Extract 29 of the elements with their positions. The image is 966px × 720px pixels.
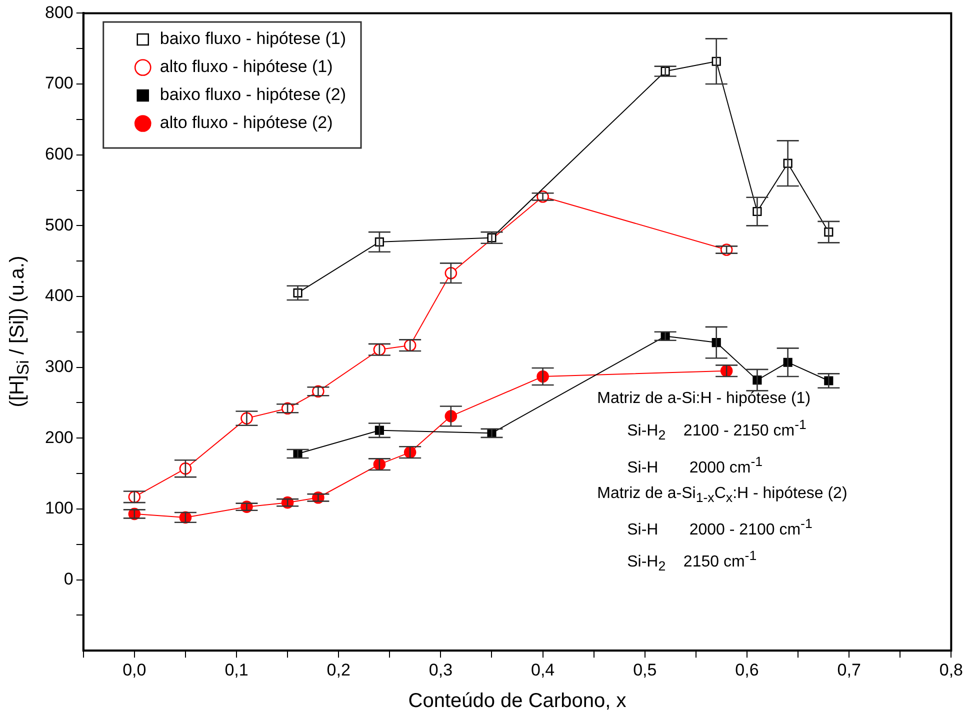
y-tick-label: 300 <box>44 357 74 376</box>
x-tick-label: 0,2 <box>326 660 350 680</box>
annotation: Matriz de a-Si:H - hipótese (1) <box>597 389 812 410</box>
y-tick-label: 200 <box>44 428 74 447</box>
x-tick-label: 0,7 <box>837 660 861 680</box>
legend-label: baixo fluxo - hipótese (1) <box>160 29 346 48</box>
x-tick-label: 0,4 <box>530 660 555 680</box>
x-tick-label: 0,1 <box>224 660 248 680</box>
annotation: Si-H 2000 cm$^{-1}$ <box>626 452 764 478</box>
legend-label: alto fluxo - hipótese (2) <box>160 113 333 132</box>
x-tick-label: 0,0 <box>122 660 146 680</box>
y-tick-label: 700 <box>44 74 74 93</box>
y-tick-label: 400 <box>44 286 74 306</box>
x-tick-label: 0,3 <box>428 660 453 680</box>
annotation: Si-H 2000 - 2100 cm$^{-1}$ <box>626 515 814 540</box>
y-tick-label: 600 <box>44 144 74 164</box>
y-tick-label: 800 <box>44 2 74 22</box>
x-tick-label: 0,5 <box>633 660 657 680</box>
legend-label: alto fluxo - hipótese (1) <box>160 57 333 76</box>
x-tick-label: 0,6 <box>735 660 759 680</box>
y-tick-label: 0 <box>64 569 74 588</box>
text: Si-H$_{2}$ 2100 - 2150 cm$^{-1}$ <box>627 417 806 443</box>
legend-label: baixo fluxo - hipótese (2) <box>160 85 346 104</box>
y-tick-label: 100 <box>44 498 74 518</box>
y-tick-label: 500 <box>44 215 74 234</box>
x-axis-title: Conteúdo de Carbono, x <box>408 690 626 713</box>
text: Si-H$_{2}$ 2150 cm$^{-1}$ <box>627 548 757 574</box>
annotation: Matriz de a-Si$_{1-x}$C$_{x}$:H - hipótese (2) <box>597 484 848 508</box>
x-tick-label: 0,8 <box>939 660 964 680</box>
